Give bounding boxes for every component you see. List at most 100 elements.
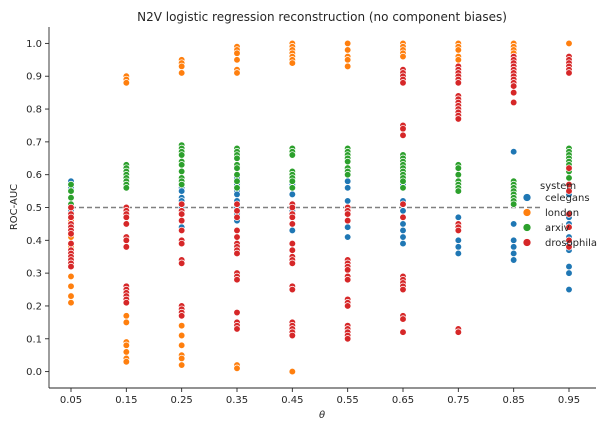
y-tick-label: 0.8 <box>26 105 42 116</box>
point-drosophila <box>122 236 130 244</box>
point-london <box>233 69 241 77</box>
point-london <box>565 39 573 48</box>
x-tick-label: 0.25 <box>171 395 193 406</box>
point-drosophila <box>178 200 186 208</box>
point-arxiv <box>67 194 75 202</box>
point-drosophila <box>233 308 241 317</box>
legend-marker-celegans <box>522 193 532 202</box>
point-london <box>454 46 462 54</box>
point-celegans <box>454 213 462 221</box>
y-tick-label: 0.5 <box>26 203 42 214</box>
point-london <box>178 341 186 349</box>
legend-label-drosophila: drosophila <box>545 238 597 249</box>
point-drosophila <box>344 266 352 274</box>
point-drosophila <box>399 213 407 221</box>
legend: system celegans london arxiv drosophila <box>522 181 597 249</box>
point-arxiv <box>233 154 241 162</box>
point-drosophila <box>288 239 296 248</box>
point-drosophila <box>233 207 241 215</box>
point-london <box>122 79 130 87</box>
point-drosophila <box>344 210 352 218</box>
point-drosophila <box>288 331 296 340</box>
y-tick-label: 0.4 <box>26 236 42 247</box>
point-london <box>178 62 186 71</box>
point-london <box>233 56 241 64</box>
point-arxiv <box>122 184 130 192</box>
point-drosophila <box>233 325 241 333</box>
point-london <box>288 59 296 67</box>
y-tick-label: 0.6 <box>26 170 42 181</box>
point-drosophila <box>399 285 407 294</box>
point-london <box>233 364 241 372</box>
y-tick-label: 0.7 <box>26 137 42 148</box>
point-celegans <box>344 177 352 185</box>
point-arxiv <box>344 157 352 166</box>
point-drosophila <box>454 79 462 87</box>
point-celegans <box>510 236 518 244</box>
point-drosophila <box>288 203 296 212</box>
x-tick-label: 0.95 <box>558 395 580 406</box>
point-drosophila <box>122 213 130 221</box>
y-tick-label: 1.0 <box>26 39 42 50</box>
series-drosophila <box>67 52 573 343</box>
point-drosophila <box>454 328 462 336</box>
point-drosophila <box>510 82 518 90</box>
point-london <box>178 354 186 363</box>
legend-marker-london <box>522 208 532 217</box>
point-arxiv <box>399 177 407 185</box>
point-arxiv <box>233 164 241 172</box>
point-arxiv <box>288 184 296 192</box>
point-drosophila <box>399 328 407 336</box>
point-drosophila <box>454 115 462 123</box>
point-drosophila <box>67 239 75 248</box>
point-london <box>344 46 352 54</box>
point-celegans <box>233 190 241 199</box>
point-celegans <box>510 243 518 251</box>
point-arxiv <box>67 187 75 195</box>
point-drosophila <box>67 203 75 212</box>
point-drosophila <box>178 239 186 248</box>
point-london <box>344 39 352 48</box>
point-drosophila <box>454 226 462 235</box>
point-london <box>178 331 186 340</box>
point-drosophila <box>178 259 186 267</box>
y-axis-ticks: 0.0 0.1 0.2 0.3 0.4 0.5 0.6 0.7 0.8 0.9 1.0 <box>26 39 49 378</box>
x-tick-label: 0.05 <box>60 395 82 406</box>
point-drosophila <box>233 213 241 221</box>
point-london <box>67 292 75 300</box>
point-celegans <box>288 226 296 235</box>
point-drosophila <box>233 276 241 284</box>
point-arxiv <box>454 187 462 195</box>
point-london <box>178 361 186 369</box>
point-london <box>399 52 407 61</box>
x-tick-label: 0.15 <box>115 395 137 406</box>
x-axis-ticks: 0.05 0.15 0.25 0.35 0.45 0.55 0.65 0.75 0.85 0.95 <box>60 388 580 406</box>
point-drosophila <box>233 200 241 208</box>
point-celegans <box>510 249 518 258</box>
point-celegans <box>399 207 407 215</box>
point-celegans <box>344 197 352 205</box>
point-london <box>67 299 75 307</box>
chart-title: N2V logistic regression reconstruction (… <box>137 10 507 24</box>
point-arxiv <box>233 184 241 192</box>
point-celegans <box>454 236 462 244</box>
point-arxiv <box>288 151 296 159</box>
point-london <box>233 49 241 57</box>
point-drosophila <box>399 79 407 87</box>
point-celegans <box>565 262 573 271</box>
point-arxiv <box>399 184 407 192</box>
point-london <box>122 348 130 356</box>
point-arxiv <box>454 164 462 172</box>
data-points <box>67 39 573 376</box>
point-london <box>67 282 75 290</box>
point-drosophila <box>344 302 352 310</box>
point-drosophila <box>510 88 518 97</box>
point-arxiv <box>233 177 241 185</box>
point-drosophila <box>288 285 296 294</box>
point-arxiv <box>178 151 186 159</box>
point-celegans <box>454 249 462 258</box>
point-london <box>344 56 352 64</box>
legend-label-celegans: celegans <box>545 193 590 204</box>
point-drosophila <box>510 98 518 107</box>
